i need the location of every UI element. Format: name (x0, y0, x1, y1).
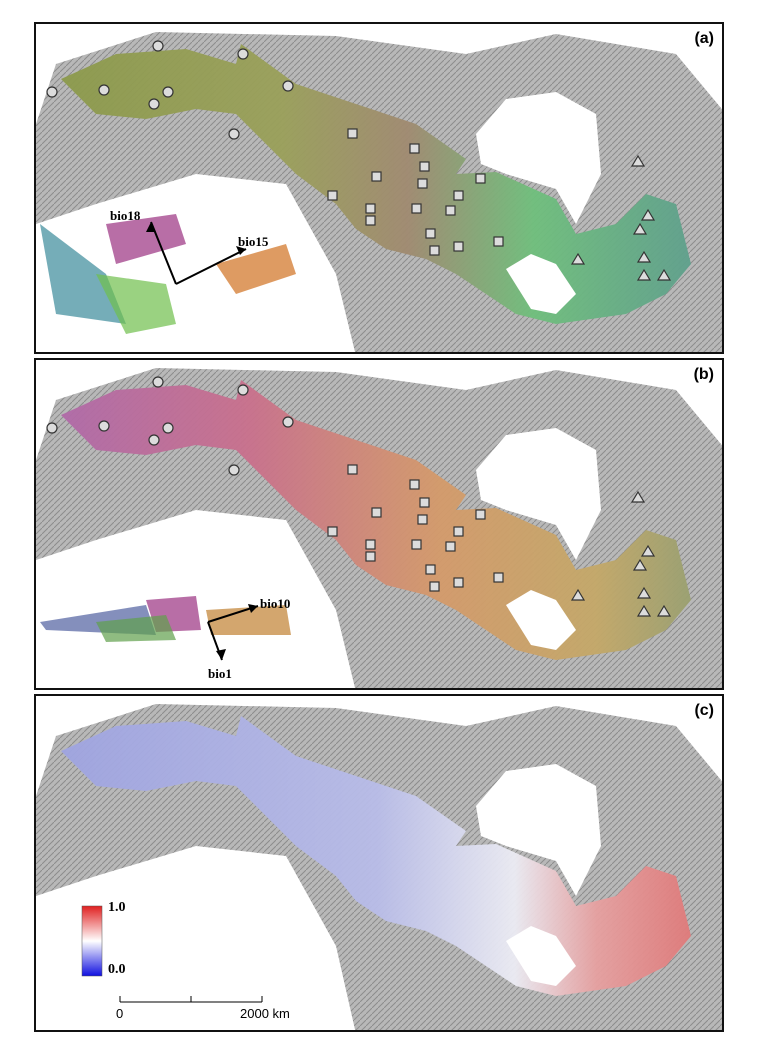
hudson-bay (476, 764, 601, 896)
legend-colorbar (81, 905, 103, 977)
great-lakes (506, 254, 576, 314)
species-range (61, 716, 691, 996)
panel-label: (b) (693, 366, 714, 383)
species-range (61, 380, 691, 660)
scale-start-label: 0 (116, 1006, 124, 1021)
site-symbols (46, 376, 672, 617)
panel-a: (a) bio18 bio15 (34, 22, 724, 354)
vector-label-bio15: bio15 (238, 234, 269, 249)
panel-label: (c) (694, 702, 714, 719)
scale-end-label: 2000 km (240, 1006, 290, 1021)
hudson-bay (476, 92, 601, 224)
legend-min-label: 0.0 (108, 962, 126, 977)
panel-b: (b) bio10 bio1 (34, 358, 724, 690)
great-lakes (506, 590, 576, 650)
pca-inset (40, 214, 296, 334)
hudson-bay (476, 428, 601, 560)
map-b (36, 368, 722, 688)
site-symbols (46, 40, 672, 281)
species-range (61, 44, 691, 324)
map-c (36, 704, 722, 1030)
vector-label-bio10: bio10 (260, 596, 291, 611)
pacific-ocean (36, 846, 356, 1030)
vector-label-bio1: bio1 (208, 666, 232, 681)
scale-bar (119, 996, 263, 1003)
great-lakes (506, 926, 576, 986)
legend-max-label: 1.0 (108, 900, 126, 915)
map-a (36, 32, 722, 352)
vector-label-bio18: bio18 (110, 208, 141, 223)
panel-label: (a) (694, 30, 714, 47)
pca-inset (40, 596, 291, 661)
panel-c: (c) 1.0 0.0 0 2000 km (34, 694, 724, 1032)
